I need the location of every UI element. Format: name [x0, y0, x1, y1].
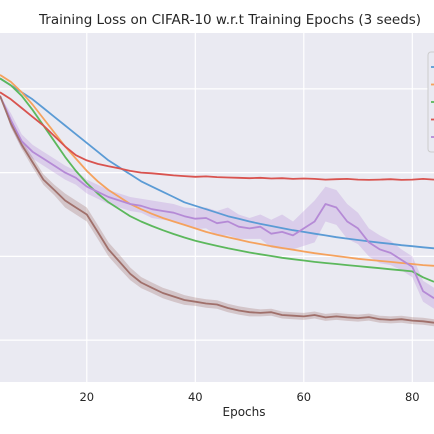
series-lines [0, 74, 434, 324]
series-line [0, 77, 434, 250]
error-bands [0, 95, 434, 327]
series-line [0, 77, 434, 283]
series-line [0, 95, 434, 299]
error-band [0, 95, 434, 327]
grid [0, 33, 434, 382]
legend [427, 51, 434, 153]
x-tick-label: 80 [405, 390, 420, 404]
plot-area [0, 33, 434, 382]
x-axis-label: Epochs [223, 405, 266, 419]
x-tick-label: 20 [79, 390, 94, 404]
series-line [0, 95, 434, 324]
chart-title: Training Loss on CIFAR-10 w.r.t Training… [38, 12, 421, 28]
x-tick-label: 60 [296, 390, 311, 404]
series-line [0, 91, 434, 181]
series-line [0, 74, 434, 267]
x-tick-label: 40 [188, 390, 203, 404]
x-tick-labels: 20 40 60 80 [79, 390, 419, 404]
